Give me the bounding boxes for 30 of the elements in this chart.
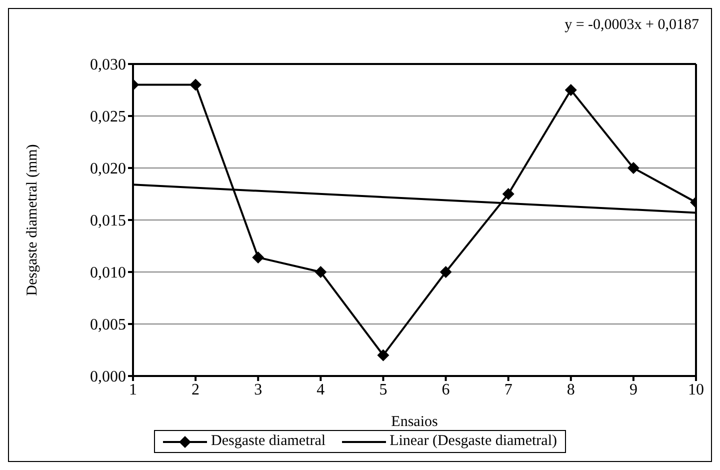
y-tick-label: 0,015: [90, 212, 126, 230]
y-tick-label: 0,000: [90, 368, 126, 386]
point: [252, 251, 264, 264]
point: [564, 84, 577, 96]
y-tick-label: 0,025: [90, 108, 126, 126]
x-axis-title: Ensaios: [391, 414, 438, 430]
y-axis-title: Desgaste diametral (mm): [24, 144, 40, 296]
x-tick-label: 5: [379, 381, 388, 398]
x-tick-label: 3: [254, 381, 262, 398]
x-tick-label: 7: [504, 381, 512, 398]
legend-label: Linear (Desgaste diametral): [390, 433, 557, 450]
y-tick-label: 0,010: [90, 264, 126, 282]
x-tick-label: 8: [566, 381, 575, 398]
point: [627, 162, 640, 174]
text: y = -0,0003x + 0,0187: [564, 17, 699, 34]
point: [502, 188, 514, 200]
x-tick-label: 9: [629, 381, 638, 398]
point: [314, 266, 327, 278]
y-tick-label: 0,020: [90, 160, 126, 178]
legend-label: Desgaste diametral: [211, 433, 326, 450]
point: [190, 78, 202, 91]
x-tick-label: 6: [442, 381, 450, 398]
y-tick-label: 0,005: [90, 316, 126, 334]
y-tick-label: 0,030: [90, 56, 126, 74]
point: [377, 349, 390, 362]
x-tick-label: 4: [316, 381, 325, 398]
x-tick-label: 1: [129, 381, 137, 398]
x-tick-label: 10: [688, 381, 704, 398]
point: [440, 266, 452, 278]
x-tick-label: 2: [192, 381, 200, 398]
